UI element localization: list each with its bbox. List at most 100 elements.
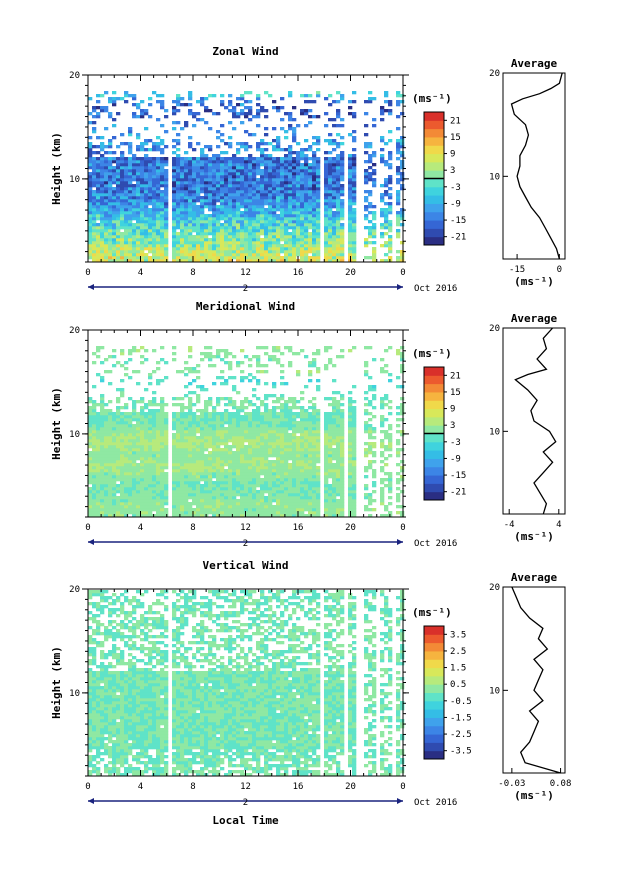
heatmap-field — [88, 91, 404, 262]
colorbar-unit: (ms⁻¹) — [412, 606, 452, 619]
date-axis-day: 2 — [243, 284, 248, 294]
colorbar-tick-label: -2.5 — [450, 730, 472, 740]
colorbar-tick-label: 21 — [450, 371, 461, 381]
colorbar-segment — [424, 726, 444, 735]
colorbar-segment — [424, 434, 444, 443]
profile-frame — [503, 587, 565, 773]
colorbar-segment — [424, 717, 444, 726]
colorbar-tick-label: 0.5 — [450, 680, 466, 690]
profile-y-tick-label: 10 — [489, 427, 500, 437]
colorbar-segment — [424, 212, 444, 221]
colorbar-tick-label: -21 — [450, 233, 466, 243]
y-axis-label: Height (km) — [50, 132, 63, 205]
date-axis-month: Oct 2016 — [414, 284, 457, 294]
colorbar-segment — [424, 392, 444, 401]
colorbar-segment — [424, 170, 444, 179]
colorbar-unit: (ms⁻¹) — [412, 347, 452, 360]
profile-title: Average — [511, 312, 558, 325]
x-tick-label: 8 — [190, 268, 195, 278]
y-tick-label: 20 — [69, 585, 80, 595]
colorbar-tick-label: -21 — [450, 488, 466, 498]
colorbar-tick-label: -1.5 — [450, 713, 472, 723]
profile-y-tick-label: 20 — [489, 69, 500, 79]
profile-x-label: (ms⁻¹) — [514, 789, 554, 802]
colorbar-segment — [424, 112, 444, 121]
date-axis-arrow-right — [397, 798, 403, 804]
y-tick-label: 20 — [69, 71, 80, 81]
x-tick-label: 16 — [293, 782, 304, 792]
x-tick-label: 0 — [85, 268, 90, 278]
colorbar-tick-label: -3.5 — [450, 747, 472, 757]
profile-x-tick-label: -4 — [504, 520, 515, 530]
colorbar-segment — [424, 701, 444, 710]
date-axis-month: Oct 2016 — [414, 539, 457, 549]
colorbar-segment — [424, 751, 444, 760]
colorbar-segment — [424, 409, 444, 418]
colorbar-segment — [424, 137, 444, 146]
colorbar-segment — [424, 220, 444, 229]
profile-frame — [503, 73, 565, 259]
colorbar-segment — [424, 203, 444, 212]
profile-y-tick-label: 10 — [489, 172, 500, 182]
heatmap-field — [88, 590, 404, 776]
colorbar-segment — [424, 626, 444, 635]
colorbar-segment — [424, 154, 444, 163]
colorbar-segment — [424, 684, 444, 693]
profile-y-tick-label: 20 — [489, 324, 500, 334]
x-tick-label: 12 — [240, 268, 251, 278]
colorbar-segment — [424, 400, 444, 409]
colorbar-tick-label: 9 — [450, 150, 455, 160]
y-tick-label: 10 — [69, 430, 80, 440]
x-tick-label: 4 — [138, 523, 143, 533]
profile-y-tick-label: 20 — [489, 583, 500, 593]
date-axis-arrow-right — [397, 284, 403, 290]
x-tick-label: 16 — [293, 523, 304, 533]
colorbar-segment — [424, 659, 444, 668]
colorbar-segment — [424, 492, 444, 501]
profile-title: Average — [511, 571, 558, 584]
x-tick-label: 0 — [85, 523, 90, 533]
x-axis-label: Local Time — [212, 814, 279, 827]
x-tick-label: 8 — [190, 782, 195, 792]
colorbar-tick-label: -3 — [450, 438, 461, 448]
colorbar-tick-label: 21 — [450, 116, 461, 126]
date-axis-arrow-left — [88, 798, 94, 804]
colorbar-tick-label: -3 — [450, 183, 461, 193]
colorbar-segment — [424, 179, 444, 188]
colorbar-segment — [424, 634, 444, 643]
colorbar-segment — [424, 651, 444, 660]
x-tick-label: 16 — [293, 268, 304, 278]
x-tick-label: 12 — [240, 782, 251, 792]
profile-x-tick-label: 4 — [556, 520, 561, 530]
colorbar-tick-label: 2.5 — [450, 647, 466, 657]
date-axis-month: Oct 2016 — [414, 798, 457, 808]
colorbar-segment — [424, 120, 444, 129]
profile-x-label: (ms⁻¹) — [514, 275, 554, 288]
colorbar-tick-label: -15 — [450, 216, 466, 226]
colorbar-segment — [424, 129, 444, 138]
colorbar-segment — [424, 162, 444, 171]
x-tick-label: 8 — [190, 523, 195, 533]
profile-x-label: (ms⁻¹) — [514, 530, 554, 543]
colorbar-tick-label: -15 — [450, 471, 466, 481]
colorbar-segment — [424, 375, 444, 384]
colorbar-tick-label: 15 — [450, 133, 461, 143]
colorbar-segment — [424, 643, 444, 652]
colorbar-unit: (ms⁻¹) — [412, 92, 452, 105]
x-tick-label: 4 — [138, 782, 143, 792]
y-axis-label: Height (km) — [50, 387, 63, 460]
x-tick-label: 20 — [345, 268, 356, 278]
average-profile: Average 20 10 -4 4(ms⁻¹) — [489, 312, 565, 543]
colorbar-tick-label: 1.5 — [450, 664, 466, 674]
x-tick-label: 4 — [138, 268, 143, 278]
profile-x-tick-label: 0 — [557, 265, 562, 275]
colorbar-segment — [424, 195, 444, 204]
colorbar-segment — [424, 425, 444, 434]
x-tick-label: 0 — [85, 782, 90, 792]
colorbar-tick-label: -0.5 — [450, 697, 472, 707]
panel-title: Meridional Wind — [196, 300, 295, 313]
